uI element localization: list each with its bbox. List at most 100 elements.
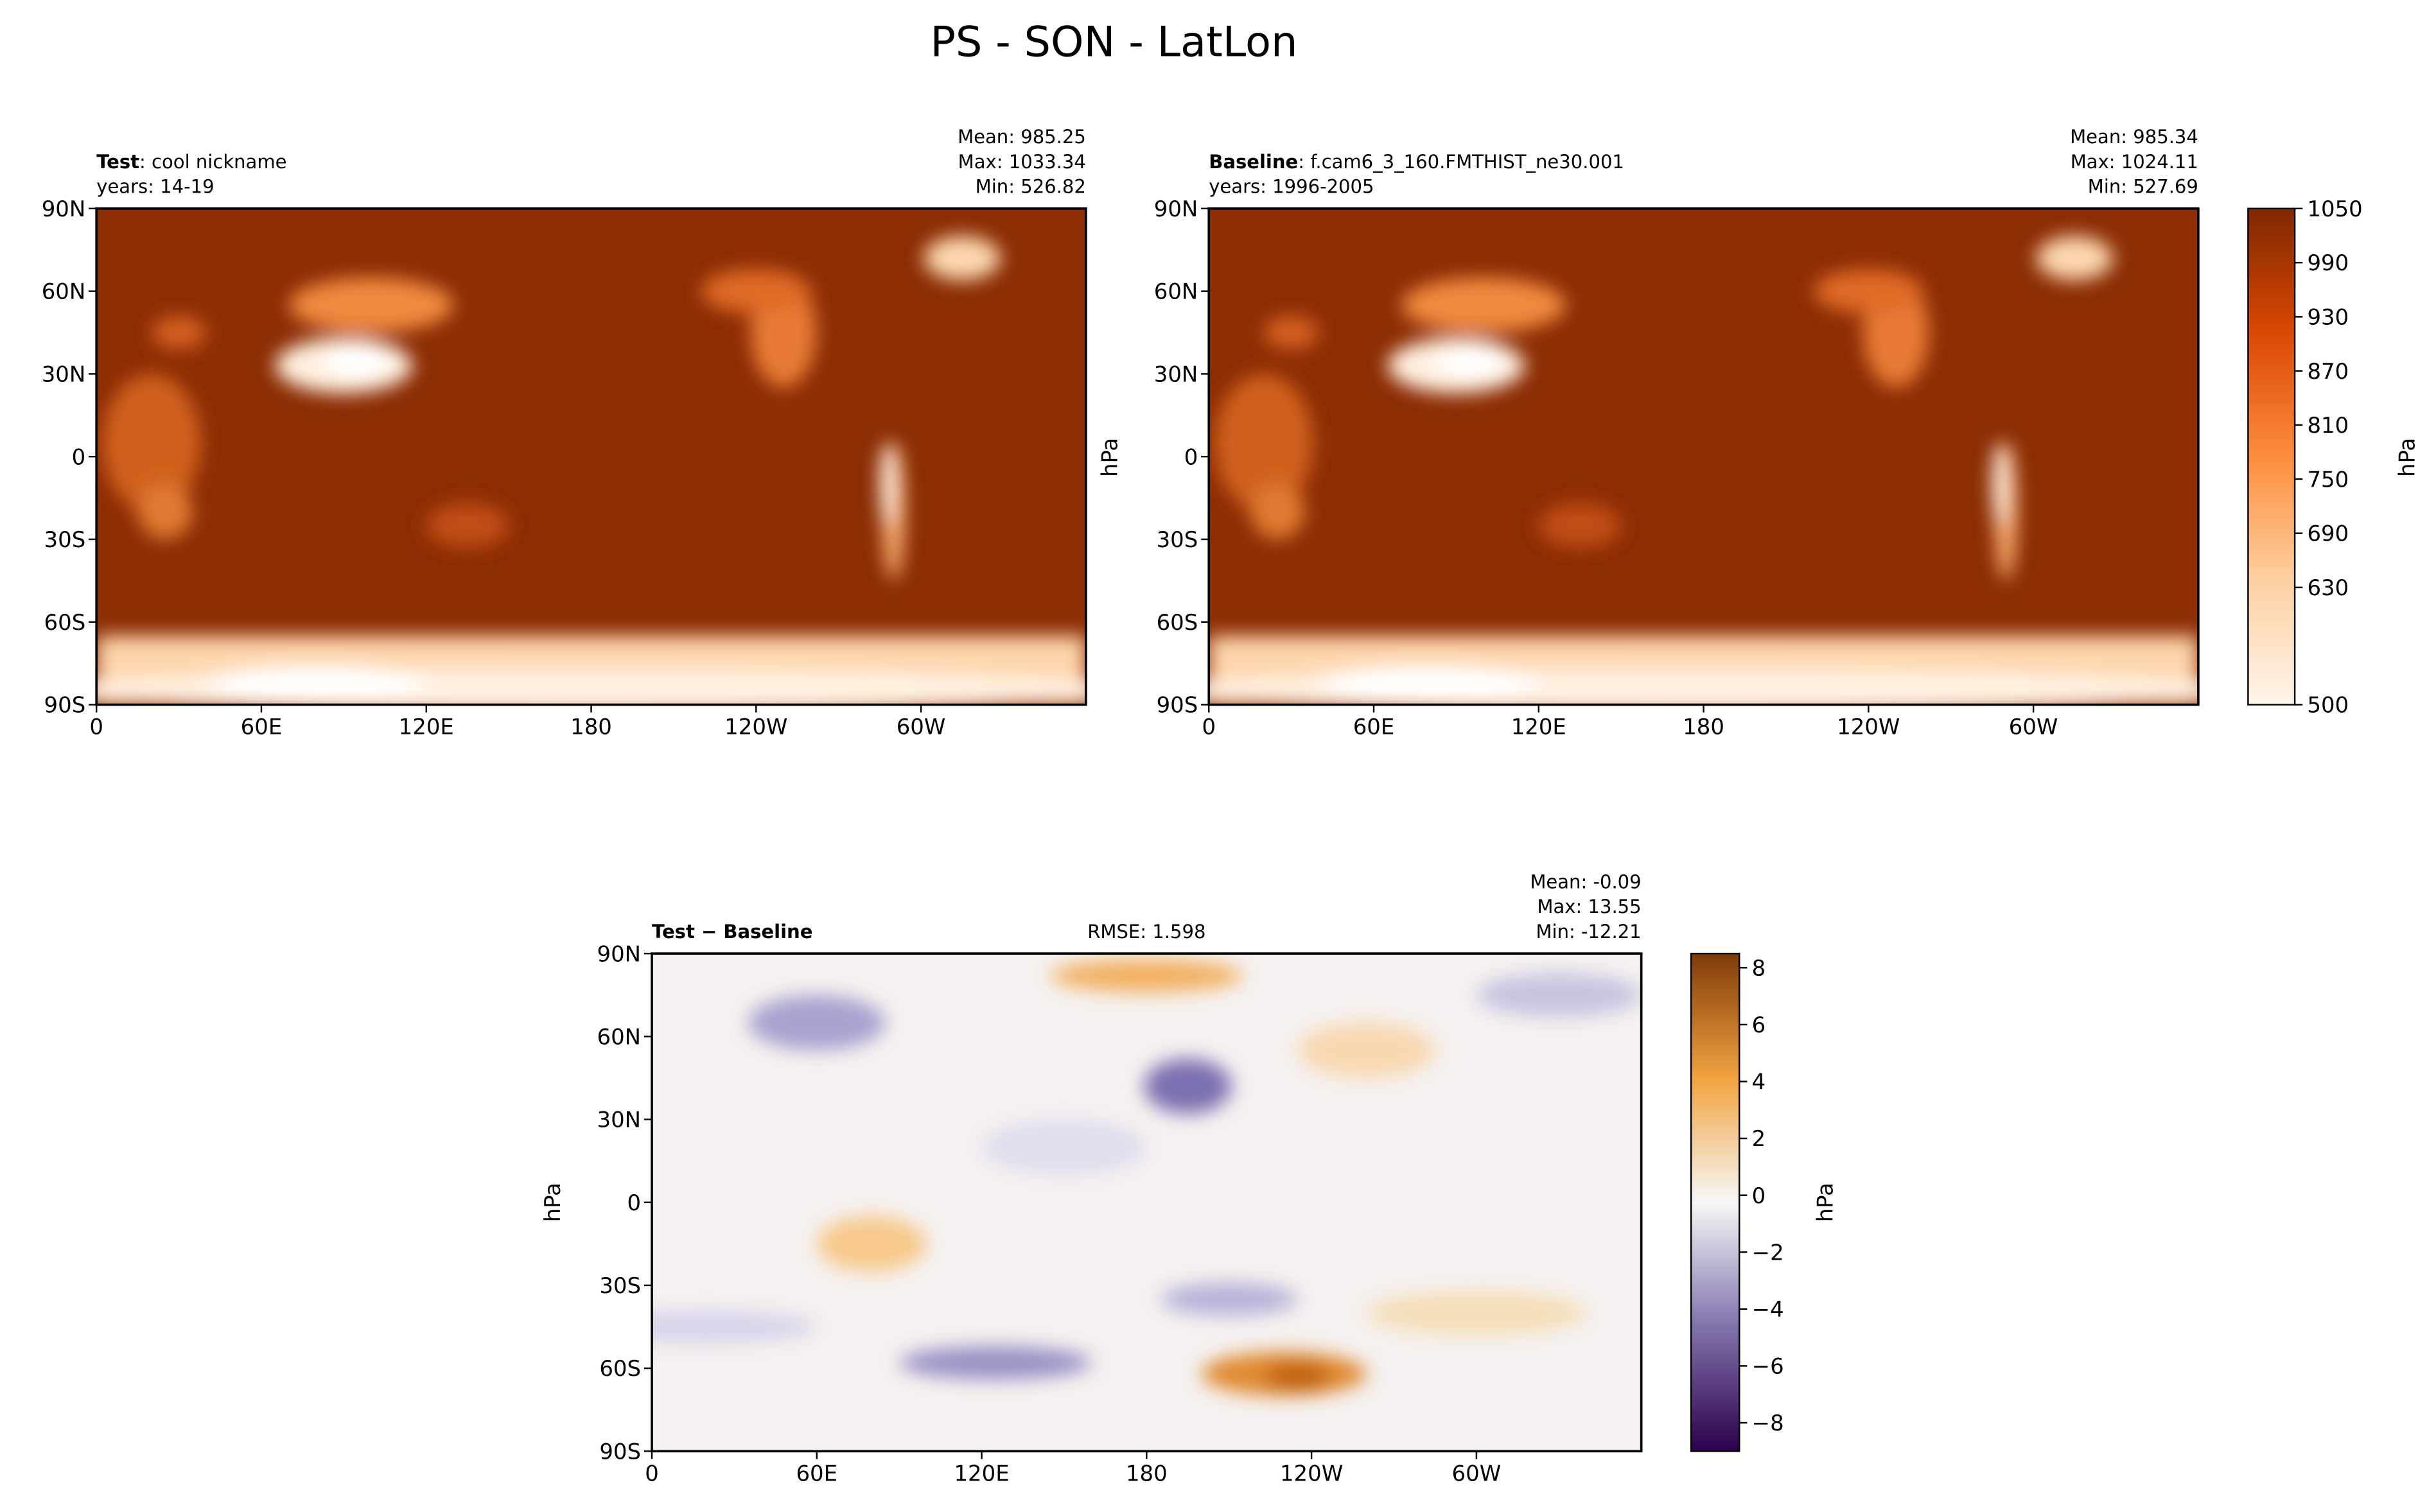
colorbar-tick-label: 1050 [2307, 196, 2362, 222]
field-contour [426, 503, 509, 548]
colorbar-tick-label: 0 [1752, 1183, 1766, 1208]
field-contour [1319, 666, 1539, 699]
x-tick-label: 120W [724, 715, 787, 740]
y-tick-label: 90S [1157, 693, 1198, 718]
panel-baseline: Baseline: f.cam6_3_160.FMTHIST_ne30.001 … [1097, 126, 2419, 740]
y-tick-label: 60S [1157, 610, 1198, 635]
y-tick-label: 90N [1154, 196, 1198, 222]
x-tick-label: 0 [89, 715, 103, 740]
panel-label: Baseline: f.cam6_3_160.FMTHIST_ne30.001 [1209, 151, 1624, 173]
field-contour [1476, 973, 1642, 1018]
colorbar-tick-label: −8 [1752, 1411, 1784, 1436]
field-contour [1050, 959, 1243, 993]
colorbar-tick-label: 630 [2307, 575, 2349, 600]
y-tick-label: 30N [42, 362, 86, 387]
field-contour [1250, 484, 1306, 539]
colorbar-tick-label: 690 [2307, 521, 2349, 546]
field-contour [1265, 1362, 1331, 1391]
stat-min: Min: 526.82 [976, 176, 1086, 198]
stat-min: Min: 527.69 [2088, 176, 2198, 198]
field-contour [748, 995, 886, 1050]
field-contour [879, 442, 897, 526]
colorbar-tick-label: 930 [2307, 305, 2349, 330]
figure-title: PS - SON - LatLon [930, 17, 1297, 66]
map-test: 0 60E 120E 180 120W 60W 90N 60N 30N 0 30S 60S 90S [42, 196, 1087, 740]
colorbar-label: hPa [1813, 1183, 1838, 1222]
x-tick-label: 180 [1683, 715, 1724, 740]
stat-mean: Mean: 985.34 [2070, 126, 2198, 148]
field-contour [701, 269, 811, 313]
stat-mean: Mean: -0.09 [1530, 871, 1641, 892]
y-tick-label: 30S [44, 527, 86, 552]
panel-label: Test: cool nickname [96, 151, 286, 173]
field-contour [1538, 503, 1622, 548]
colorbar-difference: hPa 8 6 4 2 0 −2 −4 −6 −8 [1690, 952, 1838, 1452]
panel-label: Test − Baseline [652, 921, 812, 943]
stat-max: Max: 1024.11 [2071, 151, 2198, 173]
x-tick-label: 120E [954, 1461, 1009, 1486]
y-tick-label: 30N [1154, 362, 1198, 387]
colorbar-tick-label: −4 [1752, 1297, 1784, 1322]
field-contour [1160, 1282, 1298, 1316]
field-contour [324, 343, 391, 377]
years-label: years: 1996-2005 [1209, 176, 1374, 198]
field-contour [1144, 1058, 1232, 1114]
field-contour [1992, 442, 2009, 526]
x-tick-label: 60E [241, 715, 283, 740]
colorbar-tick-label: 500 [2307, 693, 2349, 718]
x-tick-label: 60E [796, 1461, 837, 1486]
y-tick-label: 30S [599, 1273, 641, 1298]
field-contour [101, 374, 201, 512]
stat-max: Max: 13.55 [1537, 896, 1641, 917]
x-tick-label: 60W [2009, 715, 2058, 740]
y-tick-label: 0 [627, 1190, 641, 1215]
field-contour [288, 277, 454, 333]
x-tick-label: 120W [1280, 1461, 1343, 1486]
field-contour [924, 236, 1001, 281]
colorbar-tick-label: 8 [1752, 955, 1766, 980]
x-tick-label: 0 [645, 1461, 659, 1486]
x-tick-label: 120E [1511, 715, 1566, 740]
field-contour [1297, 1022, 1435, 1078]
field-contour [1437, 343, 1503, 377]
stat-max: Max: 1033.34 [958, 151, 1086, 173]
y-tick-label: 60S [599, 1356, 641, 1381]
x-tick-label: 0 [1202, 715, 1216, 740]
colorbar-tick-label: 990 [2307, 250, 2349, 275]
stat-mean: Mean: 985.25 [958, 126, 1086, 148]
map-difference: 0 60E 120E 180 120W 60W 90N 60N 30N 0 30S 60S 90S [597, 941, 1643, 1486]
y-tick-label: 30S [1157, 527, 1198, 552]
map-baseline: 0 60E 120E 180 120W 60W 90N 60N 30N 0 30S 60S 90S [1154, 196, 2200, 740]
x-tick-label: 180 [1126, 1461, 1168, 1486]
colorbar-tick-label: −2 [1752, 1240, 1784, 1265]
x-tick-label: 60W [1452, 1461, 1502, 1486]
y-tick-label: 90N [42, 196, 86, 222]
map-background [96, 208, 1086, 705]
field-contour [981, 1119, 1147, 1175]
y-tick-label: 90S [599, 1439, 641, 1464]
y-axis-label: hPa [540, 1183, 565, 1222]
field-contour [206, 666, 426, 699]
field-contour [1263, 316, 1319, 349]
y-tick-label: 60S [44, 610, 86, 635]
map-background [1209, 208, 2198, 705]
x-tick-label: 120E [399, 715, 454, 740]
colorbar-tick-label: 750 [2307, 467, 2349, 492]
years-label: years: 14-19 [96, 176, 214, 198]
x-tick-label: 60E [1353, 715, 1395, 740]
y-axis-label: hPa [1097, 438, 1122, 477]
field-contour [899, 1346, 1092, 1380]
colorbar-tick-label: 870 [2307, 359, 2349, 384]
field-contour [1214, 374, 1313, 512]
y-tick-label: 0 [1184, 444, 1198, 469]
colorbar-tick-label: 6 [1752, 1012, 1766, 1038]
panel-test: Test: cool nickname years: 14-19 Mean: 9… [42, 126, 1087, 740]
y-tick-label: 90S [44, 693, 86, 718]
rmse-label: RMSE: 1.598 [1087, 921, 1205, 943]
colorbar-tick-label: 4 [1752, 1070, 1766, 1095]
colorbar-tick-label: 810 [2307, 413, 2349, 438]
x-tick-label: 60W [897, 715, 946, 740]
field-contour [137, 484, 193, 539]
field-contour [2036, 236, 2114, 281]
